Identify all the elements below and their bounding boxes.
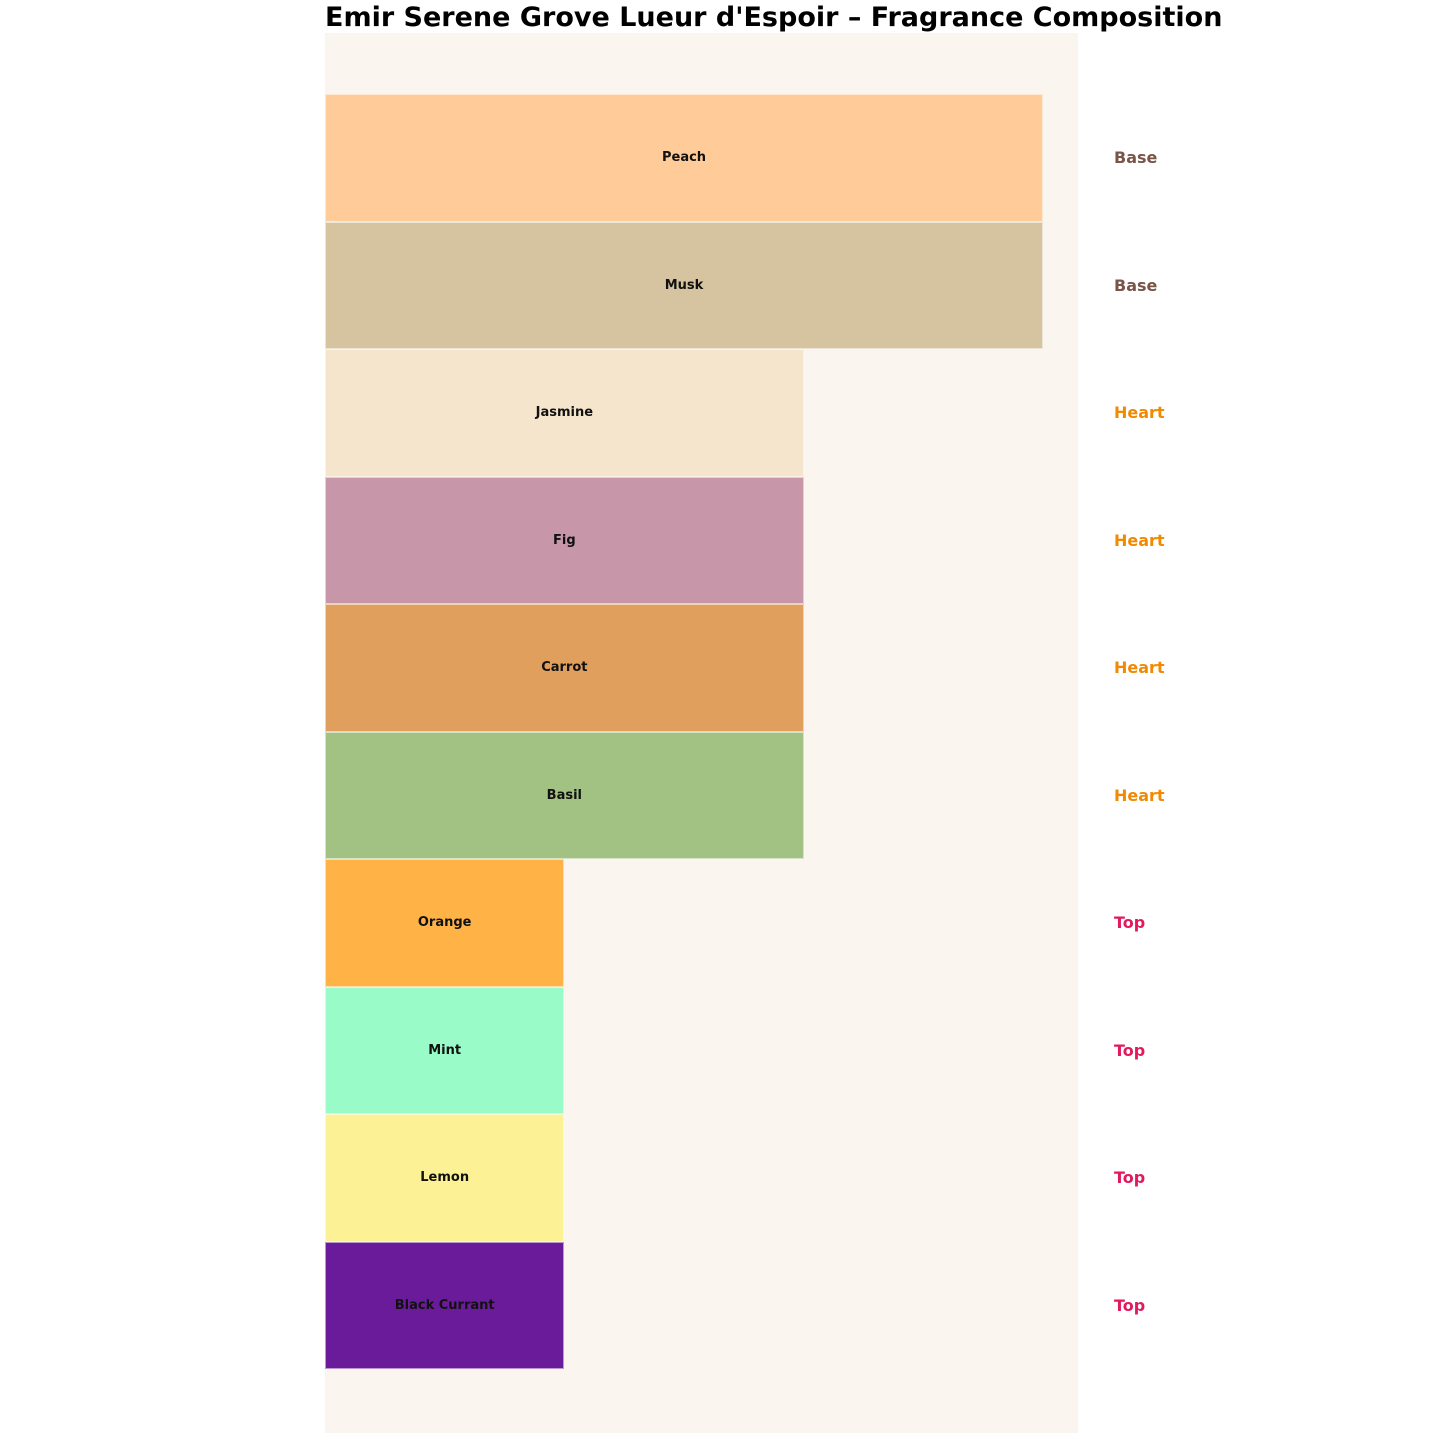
- bar-orange: Orange: [325, 859, 565, 987]
- bar-label: Mint: [428, 1042, 462, 1058]
- bar-carrot: Carrot: [325, 604, 804, 732]
- group-label-heart: Heart: [1114, 658, 1165, 678]
- group-label-top: Top: [1114, 1295, 1146, 1315]
- bar-label: Lemon: [420, 1170, 470, 1186]
- bar-row: Carrot Heart: [325, 604, 1325, 732]
- group-label-top: Top: [1114, 913, 1146, 933]
- group-label-top: Top: [1114, 1040, 1146, 1060]
- bar-label: Peach: [661, 150, 707, 166]
- bar-musk: Musk: [325, 221, 1044, 349]
- bar-row: Peach Base: [325, 94, 1325, 222]
- bar-row: Mint Top: [325, 986, 1325, 1114]
- group-label-top: Top: [1114, 1168, 1146, 1188]
- group-label-heart: Heart: [1114, 403, 1165, 423]
- bar-label: Jasmine: [535, 405, 594, 421]
- group-label-heart: Heart: [1114, 785, 1165, 805]
- bar-peach: Peach: [325, 94, 1044, 222]
- bar-label: Basil: [546, 787, 583, 803]
- group-label-base: Base: [1114, 275, 1158, 295]
- bar-fig: Fig: [325, 476, 804, 604]
- group-label-heart: Heart: [1114, 530, 1165, 550]
- bar-row: Fig Heart: [325, 476, 1325, 604]
- bar-lemon: Lemon: [325, 1114, 565, 1242]
- bar-mint: Mint: [325, 986, 565, 1114]
- bar-label: Black Currant: [394, 1297, 495, 1313]
- bar-row: Jasmine Heart: [325, 349, 1325, 477]
- bar-row: Black Currant Top: [325, 1241, 1325, 1369]
- chart-title: Emir Serene Grove Lueur d'Espoir – Fragr…: [325, 2, 1223, 33]
- bar-row: Musk Base: [325, 221, 1325, 349]
- bar-row: Basil Heart: [325, 731, 1325, 859]
- bar-label: Orange: [417, 915, 472, 931]
- bar-label: Carrot: [541, 660, 588, 676]
- bar-row: Lemon Top: [325, 1114, 1325, 1242]
- bar-label: Musk: [664, 277, 704, 293]
- bar-basil: Basil: [325, 731, 804, 859]
- group-label-base: Base: [1114, 148, 1158, 168]
- bar-jasmine: Jasmine: [325, 349, 804, 477]
- bar-row: Orange Top: [325, 859, 1325, 987]
- bar-label: Fig: [553, 532, 576, 548]
- bar-black-currant: Black Currant: [325, 1241, 565, 1369]
